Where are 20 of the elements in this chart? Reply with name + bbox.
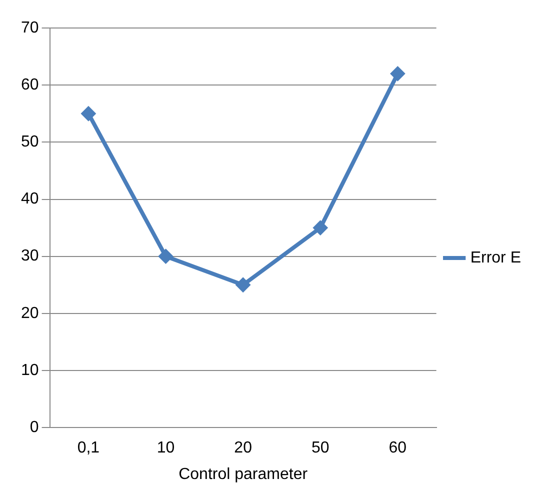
legend-label: Error E (470, 249, 521, 266)
y-tick-label: 70 (21, 19, 39, 36)
point (390, 66, 406, 82)
x-tick-label: 20 (234, 440, 252, 457)
x-tick-label: 0,1 (77, 440, 100, 457)
point (158, 248, 174, 264)
point (80, 106, 96, 122)
x-tick-label: 60 (388, 440, 407, 457)
y-tick-label: 20 (21, 304, 39, 322)
point (236, 277, 251, 292)
x-tick-label: 10 (156, 440, 175, 457)
y-tick-label: 60 (21, 76, 39, 94)
y-tick-label: 50 (21, 134, 39, 151)
y-tick-label: 40 (21, 190, 39, 208)
x-axis-title: Control parameter (178, 466, 308, 483)
x-tick-label: 50 (311, 440, 330, 457)
y-tick-label: 10 (21, 362, 39, 379)
point (312, 220, 328, 236)
y-tick-label: 30 (21, 248, 39, 265)
y-tick-label: 0 (30, 419, 39, 436)
